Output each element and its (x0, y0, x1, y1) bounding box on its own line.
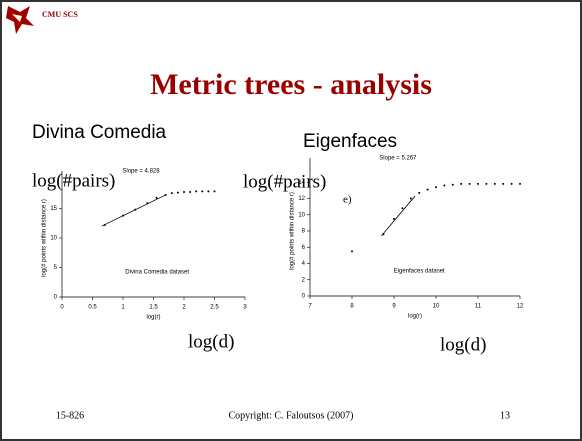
point (122, 214, 124, 217)
point (155, 196, 158, 199)
x-tick-label: 10 (433, 304, 440, 310)
x-tick-label: 1 (121, 305, 125, 311)
y-tick-label: 12 (298, 196, 305, 202)
point (183, 190, 185, 193)
logo (6, 6, 34, 34)
point (502, 182, 505, 185)
point (146, 202, 149, 205)
slide-title: Metric trees - analysis (150, 68, 432, 101)
point (170, 192, 173, 195)
footer-left: 15-826 (56, 410, 84, 421)
point (443, 184, 446, 187)
right-x-label: log(d) (440, 334, 486, 355)
x-tick-label: 3 (243, 305, 247, 311)
y-axis-title: log(# points within distance r) (290, 192, 296, 270)
x-tick-label: 1.5 (149, 305, 158, 311)
y-tick-label: 10 (50, 236, 57, 242)
header: CMU SCS (42, 10, 78, 19)
point (460, 182, 463, 185)
point (382, 233, 385, 236)
point (519, 182, 521, 185)
x-tick-label: 2.5 (210, 305, 219, 311)
footer-center: Copyright: C. Faloutsos (2007) (228, 410, 353, 421)
x-tick-label: 8 (350, 304, 354, 310)
y-tick-label: 0 (302, 294, 306, 300)
point (213, 190, 216, 193)
point (451, 183, 454, 186)
point (418, 191, 421, 194)
point (468, 182, 471, 185)
dataset-note: Divina Comedia dataset (125, 270, 189, 276)
x-tick-label: 11 (475, 304, 482, 310)
y-axis-title: log(# points within distance r) (42, 199, 48, 277)
annotation: Slope = 4.828 (122, 169, 160, 175)
y-tick-label: 0 (54, 295, 58, 301)
point (435, 186, 437, 189)
fit-line (101, 194, 166, 227)
y-tick-label: 2 (302, 277, 306, 283)
point (477, 182, 479, 185)
point (103, 224, 106, 227)
x-axis-title: log(r) (146, 315, 160, 321)
y-tick-label: 10 (298, 212, 305, 218)
point (493, 182, 496, 185)
point (409, 197, 412, 200)
x-tick-label: 7 (308, 304, 312, 310)
point (134, 208, 137, 211)
fit-line (381, 195, 416, 237)
y-tick-label: 14 (298, 180, 305, 186)
point (195, 190, 198, 193)
x-tick-label: 2 (182, 305, 186, 311)
x-tick-label: 12 (517, 304, 524, 310)
y-tick-label: 6 (302, 245, 306, 251)
right-y-label: log(#pairs) (243, 171, 326, 192)
point (189, 190, 192, 193)
point (207, 190, 210, 193)
right-name: Eigenfaces (303, 131, 397, 152)
left-x-label: log(d) (188, 331, 234, 352)
marker-label: e) (343, 194, 352, 206)
x-axis-title: log(r) (408, 314, 422, 320)
point (351, 250, 353, 253)
point (426, 188, 429, 191)
point (176, 191, 179, 194)
point (201, 190, 204, 193)
point (401, 207, 404, 210)
point (164, 193, 167, 196)
y-tick-label: 15 (50, 206, 57, 212)
footer-right: 13 (500, 410, 510, 421)
left-y-label: log(#pairs) (32, 170, 115, 191)
annotation: Slope = 5.267 (379, 156, 417, 162)
y-tick-label: 8 (302, 229, 306, 235)
point (485, 182, 488, 185)
x-tick-label: 0 (60, 305, 64, 311)
y-tick-label: 5 (54, 265, 58, 271)
point (393, 217, 395, 220)
y-tick-label: 4 (302, 261, 306, 267)
dataset-note: Eigenfaces dataset (394, 269, 445, 275)
x-tick-label: 9 (392, 304, 396, 310)
x-tick-label: 0.5 (88, 305, 97, 311)
left-name: Divina Comedia (32, 122, 167, 143)
point (510, 182, 513, 185)
